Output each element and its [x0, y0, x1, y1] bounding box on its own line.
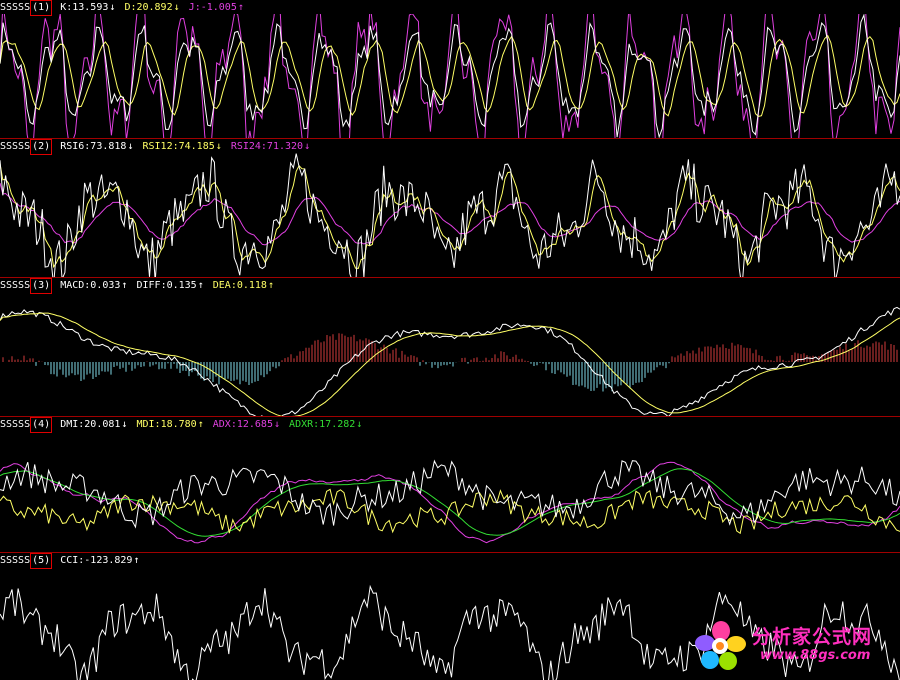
- panel-name: SSSSS: [0, 555, 31, 566]
- panel-index-box[interactable]: (2): [30, 139, 53, 155]
- panel-index-box[interactable]: (4): [30, 417, 53, 433]
- panel-header: SSSSS (5) CCI:-123.829↑: [0, 553, 142, 569]
- indicator-mdi: MDI:18.780↑: [136, 419, 204, 430]
- panel-cci[interactable]: SSSSS (5) CCI:-123.829↑: [0, 553, 900, 680]
- indicator-k: K:13.593↓: [60, 2, 116, 13]
- indicator-diff: DIFF:0.135↑: [136, 280, 204, 291]
- panel-name: SSSSS: [0, 141, 31, 152]
- indicator-rsi12: RSI12:74.185↓: [142, 141, 222, 152]
- j-line: [0, 14, 900, 138]
- diff-line: [0, 306, 900, 416]
- panel-header: SSSSS (1) K:13.593↓ D:20.892↓ J:-1.005↑: [0, 0, 247, 16]
- panel-index-box[interactable]: (3): [30, 278, 53, 294]
- panel-name: SSSSS: [0, 419, 31, 430]
- panel-name: SSSSS: [0, 280, 31, 291]
- indicator-j: J:-1.005↑: [188, 2, 244, 13]
- rsi24-line: [0, 182, 900, 246]
- panel-separator[interactable]: [0, 416, 900, 417]
- panel-header: SSSSS (3) MACD:0.033↑ DIFF:0.135↑ DEA:0.1…: [0, 278, 277, 294]
- indicator-rsi6: RSI6:73.818↓: [60, 141, 134, 152]
- watermark-title: 分析家公式网: [752, 626, 873, 648]
- indicator-dea: DEA:0.118↑: [212, 280, 274, 291]
- panel-name: SSSSS: [0, 2, 31, 13]
- adx-line: [0, 461, 900, 544]
- panel-header: SSSSS (2) RSI6:73.818↓ RSI12:74.185↓ RSI2…: [0, 139, 313, 155]
- kdj-plot: [0, 14, 900, 138]
- d-line: [0, 34, 900, 117]
- panel-index-box[interactable]: (1): [30, 0, 53, 16]
- macd-plot: [0, 306, 900, 416]
- site-watermark: 分析家公式网 www.88gs.com: [692, 618, 892, 674]
- indicator-dmi: DMI:20.081↓: [60, 419, 128, 430]
- dmi-plot: [0, 459, 900, 544]
- indicator-rsi24: RSI24:71.320↓: [230, 141, 311, 152]
- rsi12-line: [0, 163, 900, 269]
- rsi6-line: [0, 153, 900, 277]
- panel-separator[interactable]: [0, 138, 900, 139]
- watermark-url: www.88gs.com: [760, 648, 871, 663]
- panel-separator[interactable]: [0, 277, 900, 278]
- panel-macd[interactable]: SSSSS (3) MACD:0.033↑ DIFF:0.135↑ DEA:0.1…: [0, 278, 900, 416]
- k-line: [0, 14, 900, 138]
- dmi-line: [0, 459, 900, 529]
- cci-plot: [0, 584, 900, 680]
- panel-header: SSSSS (4) DMI:20.081↓ MDI:18.780↑ ADX:12.…: [0, 417, 365, 433]
- indicator-macd: MACD:0.033↑: [60, 280, 128, 291]
- indicator-cci: CCI:-123.829↑: [60, 555, 140, 566]
- cci-line: [0, 584, 900, 680]
- indicator-adx: ADX:12.685↓: [212, 419, 281, 430]
- panel-index-box[interactable]: (5): [30, 553, 53, 569]
- panel-dmi[interactable]: SSSSS (4) DMI:20.081↓ MDI:18.780↑ ADX:12.…: [0, 417, 900, 552]
- indicator-d: D:20.892↓: [124, 2, 180, 13]
- panel-separator[interactable]: [0, 552, 900, 553]
- flower-logo-icon: [695, 621, 746, 670]
- rsi-plot: [0, 153, 900, 277]
- dea-line: [0, 312, 900, 416]
- indicator-adxr: ADXR:17.282↓: [289, 419, 363, 430]
- panel-rsi[interactable]: SSSSS (2) RSI6:73.818↓ RSI12:74.185↓ RSI2…: [0, 139, 900, 277]
- panel-kdj[interactable]: SSSSS (1) K:13.593↓ D:20.892↓ J:-1.005↑: [0, 0, 900, 138]
